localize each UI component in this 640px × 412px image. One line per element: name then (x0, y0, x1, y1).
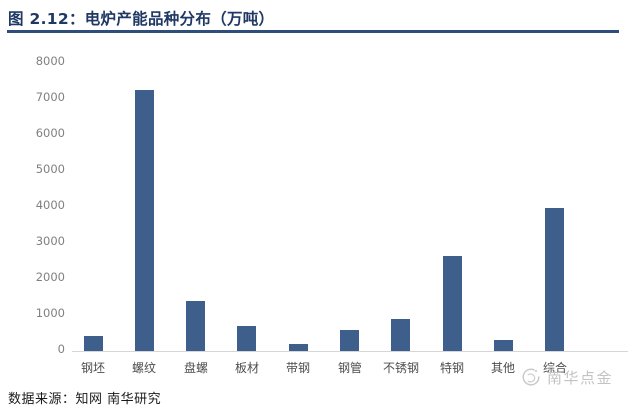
x-tick-label: 钢管 (337, 361, 362, 375)
bar-综合 (545, 208, 564, 351)
x-tick-label: 板材 (234, 361, 259, 375)
x-tick-label: 综合 (542, 361, 567, 375)
bar-盘螺 (186, 301, 205, 351)
bar-其他 (494, 340, 513, 351)
bar-板材 (237, 326, 256, 351)
x-tick-label: 带钢 (285, 361, 310, 375)
y-tick-label: 7000 (35, 90, 65, 104)
bar-特钢 (443, 256, 462, 351)
y-tick-label: 5000 (35, 162, 65, 176)
bar-螺纹 (135, 90, 154, 351)
bar-钢坯 (84, 336, 103, 351)
watermark: 南华点金 (520, 366, 613, 388)
nanhua-logo-icon (522, 368, 540, 386)
y-tick-label: 4000 (35, 198, 65, 212)
x-tick-label: 特钢 (439, 361, 464, 375)
title-underline (7, 30, 619, 33)
data-source: 数据来源：知网 南华研究 (8, 392, 162, 407)
figure-title: 图 2.12：电炉产能品种分布（万吨） (8, 10, 275, 28)
x-tick-label: 钢坯 (80, 361, 105, 375)
x-tick-label: 其他 (490, 361, 515, 375)
x-tick-label: 螺纹 (131, 361, 156, 375)
y-tick-label: 1000 (35, 306, 65, 320)
x-axis-line (72, 351, 628, 352)
bar-带钢 (289, 344, 308, 351)
y-tick-label: 2000 (35, 270, 65, 284)
y-tick-label: 8000 (35, 54, 65, 68)
bar-钢管 (340, 330, 359, 351)
x-tick-label: 盘螺 (183, 361, 208, 375)
y-tick-label: 3000 (35, 234, 65, 248)
x-tick-label: 不锈钢 (382, 361, 419, 375)
y-tick-label: 0 (57, 342, 65, 356)
watermark-label: 南华点金 (547, 368, 614, 387)
y-tick-label: 6000 (35, 126, 65, 140)
bar-不锈钢 (391, 319, 410, 351)
